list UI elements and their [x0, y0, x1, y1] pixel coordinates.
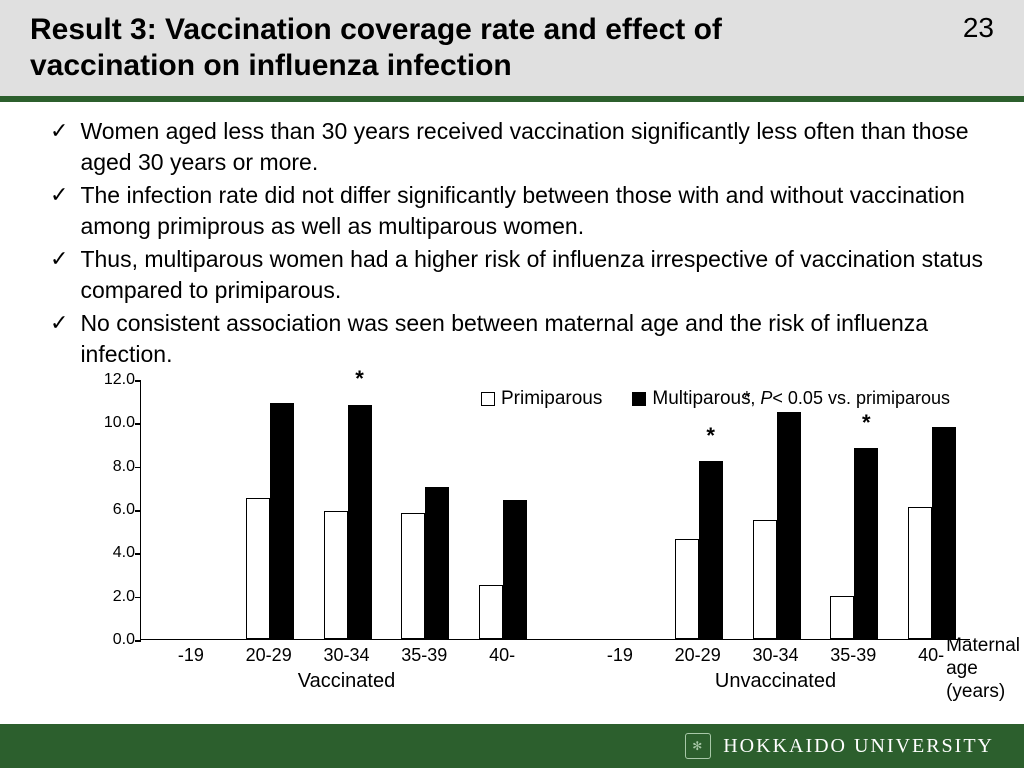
legend-label: Primiparous — [501, 388, 602, 410]
bullet-text: Women aged less than 30 years received v… — [80, 116, 984, 178]
bar-multiparous — [854, 448, 878, 639]
x-axis-title: Maternal age (years) — [946, 635, 1020, 703]
legend-item-multiparous: Multiparous — [632, 388, 750, 410]
legend-swatch-multi — [632, 392, 646, 406]
bar-primiparous — [324, 511, 348, 639]
check-icon: ✓ — [50, 116, 68, 146]
bullet-item: ✓ Thus, multiparous women had a higher r… — [50, 244, 984, 306]
footer-org: HOKKAIDO UNIVERSITY — [723, 735, 994, 758]
bullet-list: ✓ Women aged less than 30 years received… — [0, 102, 1024, 382]
bar-primiparous — [675, 539, 699, 639]
legend-label: Multiparous — [652, 388, 750, 410]
bar-primiparous — [753, 520, 777, 639]
significance-star: * — [355, 366, 364, 392]
y-tick-label: 8.0 — [95, 458, 135, 476]
bullet-text: The infection rate did not differ signif… — [80, 180, 984, 242]
bar-primiparous — [401, 513, 425, 639]
slide-title: Result 3: Vaccination coverage rate and … — [30, 12, 880, 84]
y-tick-label: 4.0 — [95, 544, 135, 562]
bullet-item: ✓ The infection rate did not differ sign… — [50, 180, 984, 242]
significance-note: *, P< 0.05 vs. primiparous — [743, 388, 950, 409]
check-icon: ✓ — [50, 308, 68, 338]
bar-multiparous — [348, 405, 372, 639]
significance-star: * — [706, 423, 715, 449]
bullet-text: Thus, multiparous women had a higher ris… — [80, 244, 984, 306]
legend: Primiparous Multiparous — [481, 388, 751, 410]
chart: Prevalence rate of influenza (%) Primipa… — [40, 370, 1000, 710]
bar-primiparous — [246, 498, 270, 639]
x-group-label: Vaccinated — [298, 670, 395, 693]
bar-primiparous — [908, 507, 932, 639]
bar-multiparous — [777, 412, 801, 640]
bar-primiparous — [830, 596, 854, 639]
bullet-text: No consistent association was seen betwe… — [80, 308, 984, 370]
bar-multiparous — [932, 427, 956, 639]
footer: ✻ HOKKAIDO UNIVERSITY — [0, 724, 1024, 768]
x-category-label: 30-34 — [323, 645, 369, 666]
x-category-label: 40- — [918, 645, 944, 666]
x-category-label: 35-39 — [830, 645, 876, 666]
x-category-label: 20-29 — [246, 645, 292, 666]
y-tick-label: 6.0 — [95, 501, 135, 519]
y-tick-label: 12.0 — [95, 371, 135, 389]
y-tick-label: 10.0 — [95, 414, 135, 432]
x-category-label: -19 — [178, 645, 204, 666]
y-tick-label: 2.0 — [95, 588, 135, 606]
x-category-label: 40- — [489, 645, 515, 666]
bar-multiparous — [270, 403, 294, 639]
bar-multiparous — [699, 461, 723, 639]
legend-item-primiparous: Primiparous — [481, 388, 602, 410]
university-crest-icon: ✻ — [685, 733, 711, 759]
x-category-label: 30-34 — [752, 645, 798, 666]
bar-primiparous — [479, 585, 503, 639]
header-bar: Result 3: Vaccination coverage rate and … — [0, 0, 1024, 102]
bullet-item: ✓ No consistent association was seen bet… — [50, 308, 984, 370]
x-group-label: Unvaccinated — [715, 670, 836, 693]
plot-area: Primiparous Multiparous *, P< 0.05 vs. p… — [140, 380, 970, 640]
bar-multiparous — [425, 487, 449, 639]
x-category-label: -19 — [607, 645, 633, 666]
check-icon: ✓ — [50, 180, 68, 210]
slide-number: 23 — [963, 12, 994, 44]
significance-star: * — [862, 410, 871, 436]
x-category-label: 20-29 — [675, 645, 721, 666]
check-icon: ✓ — [50, 244, 68, 274]
x-category-label: 35-39 — [401, 645, 447, 666]
bar-multiparous — [503, 500, 527, 639]
legend-swatch-primi — [481, 392, 495, 406]
bullet-item: ✓ Women aged less than 30 years received… — [50, 116, 984, 178]
y-tick-label: 0.0 — [95, 631, 135, 649]
